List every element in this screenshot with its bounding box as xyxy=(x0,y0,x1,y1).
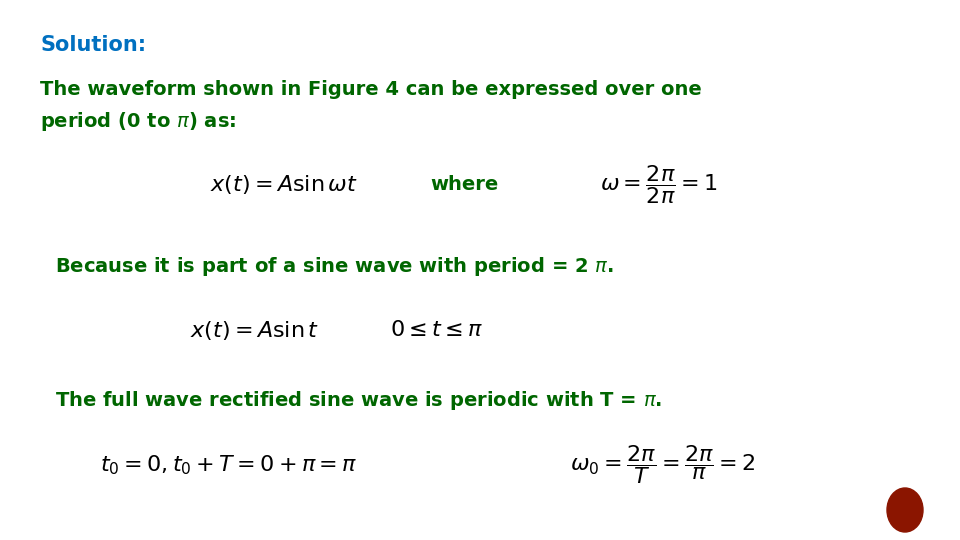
Text: Solution:: Solution: xyxy=(40,35,146,55)
Ellipse shape xyxy=(887,488,923,532)
Text: The waveform shown in Figure 4 can be expressed over one: The waveform shown in Figure 4 can be ex… xyxy=(40,80,702,99)
Text: $t_0 = 0, t_0 + T = 0 + \pi = \pi$: $t_0 = 0, t_0 + T = 0 + \pi = \pi$ xyxy=(100,453,357,477)
Text: $x(t) = A\sin\omega t$: $x(t) = A\sin\omega t$ xyxy=(210,173,358,197)
Text: $\omega = \dfrac{2\pi}{2\pi} = 1$: $\omega = \dfrac{2\pi}{2\pi} = 1$ xyxy=(600,164,718,206)
Text: where: where xyxy=(430,176,498,194)
Text: period (0 to $\pi$) as:: period (0 to $\pi$) as: xyxy=(40,110,236,133)
Text: $\omega_0 = \dfrac{2\pi}{T} = \dfrac{2\pi}{\pi} = 2$: $\omega_0 = \dfrac{2\pi}{T} = \dfrac{2\p… xyxy=(570,443,756,487)
Text: $x(t) = A\sin t$: $x(t) = A\sin t$ xyxy=(190,319,320,341)
Text: Because it is part of a sine wave with period = 2 $\pi$.: Because it is part of a sine wave with p… xyxy=(55,255,613,279)
Text: $0 \leq t \leq \pi$: $0 \leq t \leq \pi$ xyxy=(390,320,483,340)
Text: The full wave rectified sine wave is periodic with T = $\pi$.: The full wave rectified sine wave is per… xyxy=(55,388,662,411)
